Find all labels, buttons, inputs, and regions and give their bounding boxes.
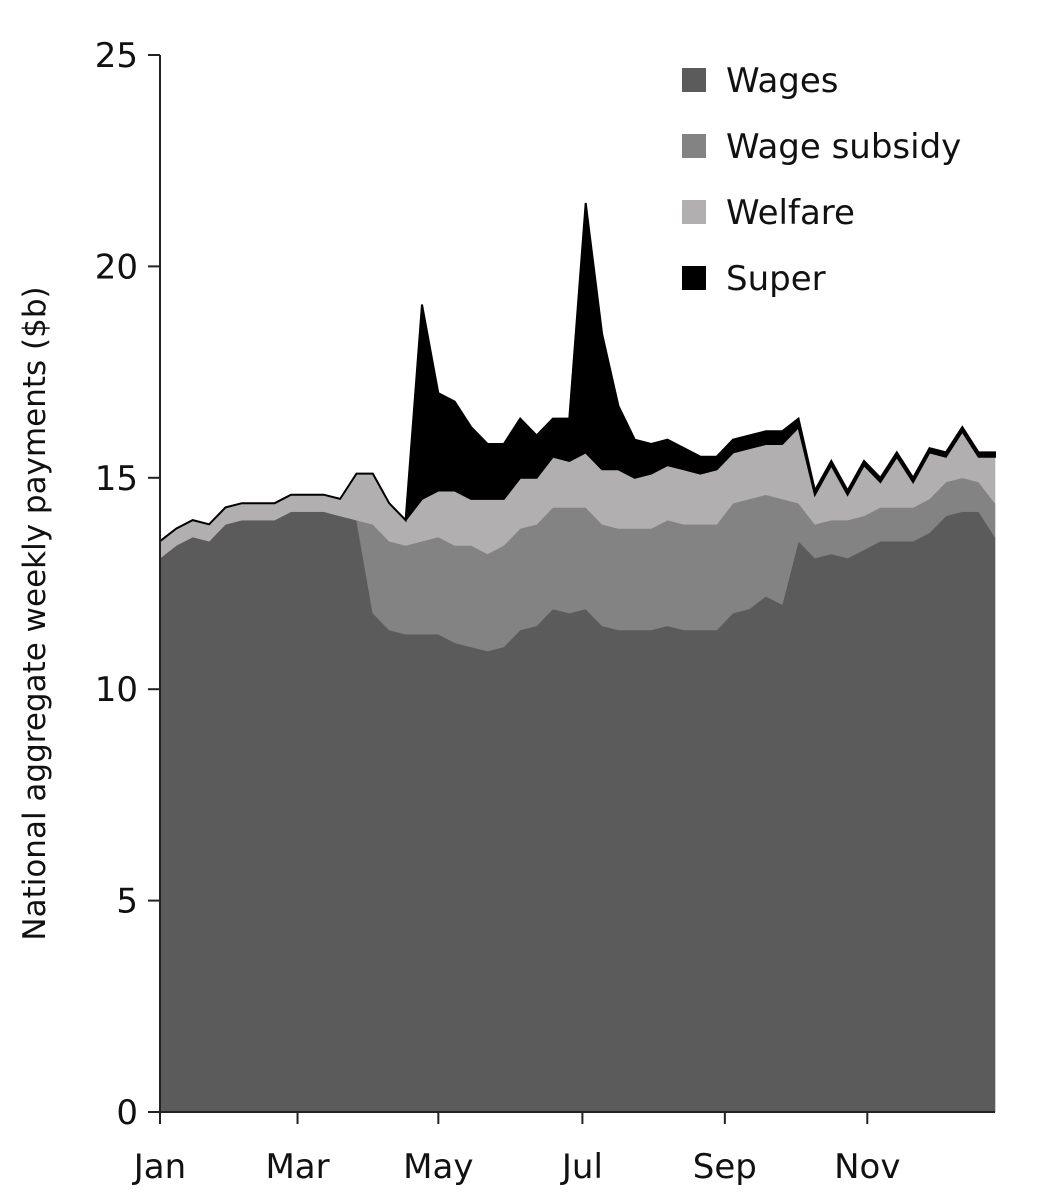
legend-label: Super	[726, 259, 826, 299]
x-tick-label: Jul	[560, 1147, 603, 1187]
axes-group	[159, 55, 995, 1113]
y-ticks-group: 0 5 10 15 20 25	[95, 36, 160, 1133]
y-tick-label: 5	[116, 882, 138, 922]
legend-label: Wages	[726, 61, 839, 101]
y-tick-label: 15	[95, 459, 138, 499]
legend-swatch	[682, 266, 706, 290]
y-tick-label: 20	[95, 247, 138, 287]
y-tick-label: 0	[116, 1093, 138, 1133]
y-axis-title: National aggregate weekly payments ($b)	[17, 286, 53, 940]
area-series-super	[159, 202, 996, 542]
x-tick-label: Mar	[265, 1147, 329, 1187]
x-tick-label: May	[403, 1147, 473, 1187]
x-tick-label: Nov	[834, 1147, 900, 1187]
legend: Wages Wage subsidy Welfare Super	[682, 61, 961, 299]
legend-swatch	[682, 68, 706, 92]
area-series-group	[159, 202, 996, 1113]
legend-swatch	[682, 200, 706, 224]
legend-label: Wage subsidy	[726, 127, 961, 167]
y-tick-label: 25	[95, 36, 138, 76]
legend-label: Welfare	[726, 193, 855, 233]
x-tick-label: Jan	[132, 1147, 186, 1187]
x-ticks-group: Jan Mar May Jul Sep Nov	[132, 1112, 900, 1187]
x-tick-label: Sep	[693, 1147, 757, 1187]
y-tick-label: 10	[95, 670, 138, 710]
legend-swatch	[682, 134, 706, 158]
